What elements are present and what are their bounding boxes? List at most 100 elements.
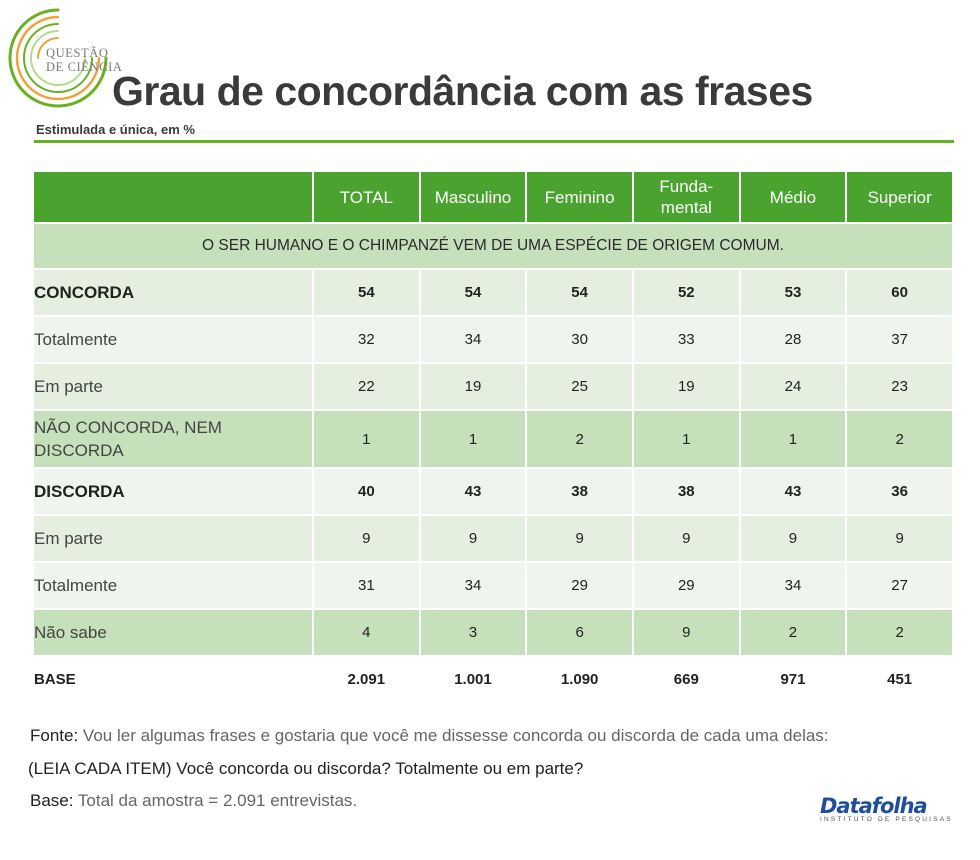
- cell-value: 2: [740, 610, 846, 655]
- table-row: Em parte 22 19 25 19 24 23: [34, 364, 952, 409]
- cell-value: 9: [420, 516, 526, 561]
- cell-value: 23: [847, 364, 952, 409]
- column-header-medio: Médio: [740, 172, 846, 222]
- cell-value: 36: [847, 469, 952, 514]
- cell-value: 54: [420, 270, 526, 315]
- cell-value: 43: [740, 469, 846, 514]
- brand-subtitle: INSTITUTO DE PESQUISAS: [820, 816, 953, 823]
- cell-value: 34: [420, 317, 526, 362]
- cell-value: 38: [633, 469, 739, 514]
- cell-value: 669: [633, 657, 739, 702]
- cell-value: 2: [847, 610, 952, 655]
- row-label: BASE: [34, 657, 312, 702]
- cell-value: 29: [527, 563, 632, 608]
- fonte-text: Vou ler algumas frases e gostaria que vo…: [78, 726, 829, 745]
- section-row: O SER HUMANO E O CHIMPANZÉ VEM DE UMA ES…: [34, 224, 952, 268]
- cell-value: 30: [527, 317, 632, 362]
- table-row: CONCORDA 54 54 54 52 53 60: [34, 270, 952, 315]
- cell-value: 27: [847, 563, 952, 608]
- cell-value: 2: [847, 411, 952, 467]
- section-statement: O SER HUMANO E O CHIMPANZÉ VEM DE UMA ES…: [34, 224, 952, 268]
- cell-value: 9: [847, 516, 952, 561]
- footer-source: Fonte: Vou ler algumas frases e gostaria…: [30, 726, 829, 746]
- column-header-label: [34, 172, 312, 222]
- footer-question: (LEIA CADA ITEM) Você concorda ou discor…: [28, 759, 584, 778]
- row-label: DISCORDA: [34, 469, 312, 514]
- cell-value: 38: [527, 469, 632, 514]
- table-row: Totalmente 31 34 29 29 34 27: [34, 563, 952, 608]
- row-label: Totalmente: [34, 563, 312, 608]
- page-title: Grau de concordância com as frases: [112, 68, 813, 114]
- table-row: DISCORDA 40 43 38 38 43 36: [34, 469, 952, 514]
- cell-value: 31: [314, 563, 419, 608]
- cell-value: 22: [314, 364, 419, 409]
- cell-value: 971: [740, 657, 846, 702]
- row-label: CONCORDA: [34, 270, 312, 315]
- cell-value: 43: [420, 469, 526, 514]
- row-label: Não sabe: [34, 610, 312, 655]
- row-label: Em parte: [34, 516, 312, 561]
- cell-value: 1: [314, 411, 419, 467]
- cell-value: 1: [633, 411, 739, 467]
- table-row: Totalmente 32 34 30 33 28 37: [34, 317, 952, 362]
- cell-value: 54: [314, 270, 419, 315]
- column-header-superior: Superior: [847, 172, 952, 222]
- cell-value: 451: [847, 657, 952, 702]
- results-table: TOTAL Masculino Feminino Funda- mental M…: [32, 170, 954, 704]
- cell-value: 54: [527, 270, 632, 315]
- cell-value: 24: [740, 364, 846, 409]
- cell-value: 37: [847, 317, 952, 362]
- cell-value: 28: [740, 317, 846, 362]
- base-text: Total da amostra = 2.091 entrevistas.: [73, 791, 358, 810]
- logo-line-2: DE CIÊNCIA: [46, 60, 123, 74]
- cell-value: 25: [527, 364, 632, 409]
- table-row: Não sabe 4 3 6 9 2 2: [34, 610, 952, 655]
- cell-value: 40: [314, 469, 419, 514]
- questao-de-ciencia-logo: [8, 8, 108, 108]
- cell-value: 9: [633, 610, 739, 655]
- cell-value: 29: [633, 563, 739, 608]
- cell-value: 9: [314, 516, 419, 561]
- column-header-feminino: Feminino: [527, 172, 632, 222]
- fonte-label: Fonte:: [30, 726, 79, 745]
- cell-value: 1: [420, 411, 526, 467]
- footer-base: Base: Total da amostra = 2.091 entrevist…: [30, 791, 357, 811]
- cell-value: 1: [740, 411, 846, 467]
- cell-value: 9: [633, 516, 739, 561]
- cell-value: 9: [740, 516, 846, 561]
- header-row: TOTAL Masculino Feminino Funda- mental M…: [34, 172, 952, 222]
- cell-value: 6: [527, 610, 632, 655]
- cell-value: 1.090: [527, 657, 632, 702]
- cell-value: 34: [740, 563, 846, 608]
- cell-value: 4: [314, 610, 419, 655]
- page-subtitle: Estimulada e única, em %: [36, 122, 195, 137]
- table-row: NÃO CONCORDA, NEM DISCORDA 1 1 2 1 1 2: [34, 411, 952, 467]
- title-divider: [34, 140, 954, 143]
- cell-value: 32: [314, 317, 419, 362]
- cell-value: 60: [847, 270, 952, 315]
- base-row: BASE 2.091 1.001 1.090 669 971 451: [34, 657, 952, 702]
- logo-line-1: QUESTÃO: [46, 46, 109, 60]
- cell-value: 34: [420, 563, 526, 608]
- column-header-total: TOTAL: [314, 172, 419, 222]
- cell-value: 9: [527, 516, 632, 561]
- cell-value: 19: [633, 364, 739, 409]
- base-label: Base:: [30, 791, 74, 810]
- table-row: Em parte 9 9 9 9 9 9: [34, 516, 952, 561]
- cell-value: 19: [420, 364, 526, 409]
- row-label: Totalmente: [34, 317, 312, 362]
- cell-value: 2.091: [314, 657, 419, 702]
- datafolha-logo: Datafolha INSTITUTO DE PESQUISAS: [820, 794, 953, 823]
- cell-value: 3: [420, 610, 526, 655]
- cell-value: 52: [633, 270, 739, 315]
- cell-value: 53: [740, 270, 846, 315]
- column-header-fundamental: Funda- mental: [633, 172, 739, 222]
- logo-text: QUESTÃO DE CIÊNCIA: [46, 46, 122, 74]
- row-label: Em parte: [34, 364, 312, 409]
- brand-name: Datafolha: [820, 794, 928, 818]
- row-label: NÃO CONCORDA, NEM DISCORDA: [34, 411, 312, 467]
- cell-value: 33: [633, 317, 739, 362]
- cell-value: 1.001: [420, 657, 526, 702]
- cell-value: 2: [527, 411, 632, 467]
- column-header-masculino: Masculino: [420, 172, 526, 222]
